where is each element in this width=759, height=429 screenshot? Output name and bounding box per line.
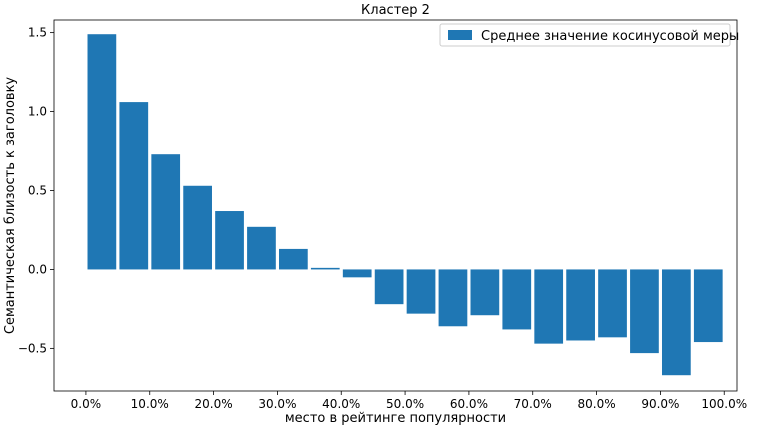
y-tick-label-0: −0.5 <box>18 341 47 355</box>
bar-7 <box>310 267 340 270</box>
x-axis: 0.0% 10.0% 20.0% 30.0% 40.0% 50.0% 60.0% 70.0% 8… <box>71 391 747 411</box>
bar-17 <box>630 269 659 354</box>
x-tick-label-8: 80.0% <box>578 397 616 411</box>
y-tick-label-3: 1.0 <box>28 105 47 119</box>
y-axis-label: Семантическая близость к заголовку <box>3 77 18 335</box>
bar-13 <box>502 269 532 330</box>
bar-16 <box>598 269 627 338</box>
bar-15 <box>566 269 595 341</box>
x-tick-label-4: 40.0% <box>322 397 360 411</box>
x-tick-label-1: 10.0% <box>131 397 169 411</box>
bars-group <box>87 34 723 376</box>
legend-box <box>439 23 731 47</box>
chart-title: Кластер 2 <box>361 3 430 18</box>
x-tick-label-5: 50.0% <box>386 397 424 411</box>
bar-1 <box>119 102 149 270</box>
bar-12 <box>470 269 500 316</box>
x-tick-label-3: 30.0% <box>258 397 296 411</box>
x-tick-label-9: 90.0% <box>641 397 679 411</box>
x-tick-label-10: 100.0% <box>701 397 747 411</box>
y-tick-label-1: 0.0 <box>28 262 47 276</box>
bar-4 <box>215 211 244 270</box>
x-axis-label: место в рейтинге популярности <box>285 411 506 426</box>
legend-label: Среднее значение косинусовой меры <box>481 29 739 44</box>
bar-5 <box>247 226 276 270</box>
x-tick-label-0: 0.0% <box>71 397 102 411</box>
bar-11 <box>438 269 468 327</box>
legend: Среднее значение косинусовой меры <box>439 23 739 47</box>
x-tick-label-6: 60.0% <box>450 397 488 411</box>
plot-frame <box>53 19 738 392</box>
y-tick-label-4: 1.5 <box>28 26 47 40</box>
y-tick-label-2: 0.5 <box>28 184 47 198</box>
bar-0 <box>87 34 117 270</box>
bar-19 <box>693 269 723 343</box>
bar-14 <box>534 269 564 344</box>
legend-swatch <box>448 30 472 40</box>
x-tick-label-2: 20.0% <box>195 397 233 411</box>
y-axis: −0.5 0.0 0.5 1.0 1.5 <box>18 26 54 355</box>
bar-6 <box>279 248 308 270</box>
bar-2 <box>151 154 181 270</box>
bar-10 <box>406 269 436 314</box>
bar-3 <box>183 185 212 270</box>
bar-9 <box>374 269 404 305</box>
bar-8 <box>342 269 372 278</box>
x-tick-label-7: 70.0% <box>514 397 552 411</box>
bar-18 <box>661 269 691 376</box>
